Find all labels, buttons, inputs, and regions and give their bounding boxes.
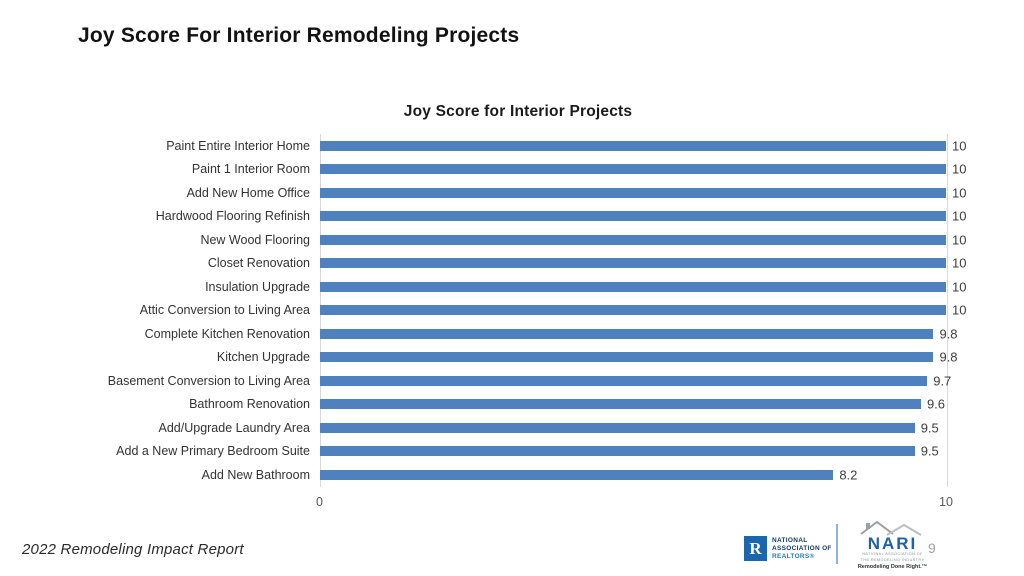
category-label: Paint 1 Interior Room <box>191 162 310 177</box>
x-axis-tick-0: 0 <box>316 495 323 509</box>
bar <box>320 187 946 198</box>
bar-track: 10 <box>320 275 1020 299</box>
chart-rows: Paint Entire Interior Home 10 Paint 1 Inte… <box>0 134 1024 487</box>
bar <box>320 234 946 245</box>
nari-tagline: Remodeling Done Right.™ <box>857 564 928 571</box>
bar-track: 9.5 <box>320 416 1020 440</box>
bar-value-label: 9.5 <box>920 420 939 436</box>
bar-track: 10 <box>320 299 1020 323</box>
bar-value-label: 9.8 <box>939 349 958 365</box>
bar-value-label: 10 <box>952 255 967 271</box>
chart-row: Closet Renovation 10 <box>0 252 1024 276</box>
chart-row: Bathroom Renovation 9.6 <box>0 393 1024 417</box>
bar-value-label: 10 <box>952 138 967 154</box>
chart-row: Paint 1 Interior Room 10 <box>0 158 1024 182</box>
logo-divider <box>836 524 838 564</box>
bar-track: 10 <box>320 158 1020 182</box>
chart-row: Insulation Upgrade 10 <box>0 275 1024 299</box>
bar-value-label: 10 <box>952 302 967 318</box>
bar-track: 10 <box>320 181 1020 205</box>
x-axis: 0 10 <box>0 495 1024 515</box>
bar-value-label: 10 <box>952 232 967 248</box>
nari-logo: NARI NATIONAL ASSOCIATION OF THE REMODEL… <box>855 519 930 570</box>
nari-sub-line-1: NATIONAL ASSOCIATION OF <box>862 552 923 556</box>
chart-row: Add New Home Office 10 <box>0 181 1024 205</box>
bar <box>320 258 946 268</box>
bar-value-label: 10 <box>952 208 967 224</box>
chart-row: Basement Conversion to Living Area 9.7 <box>0 369 1024 393</box>
category-label: Bathroom Renovation <box>189 397 310 412</box>
nar-realtor-r-icon: R <box>744 536 767 561</box>
bar-value-label: 10 <box>952 161 967 177</box>
category-label: New Wood Flooring <box>200 232 310 247</box>
page-number: 9 <box>928 540 936 556</box>
category-label: Complete Kitchen Renovation <box>144 326 310 341</box>
nari-sub-line-2: THE REMODELING INDUSTRY <box>860 557 925 562</box>
chart-row: Add/Upgrade Laundry Area 9.5 <box>0 416 1024 440</box>
chart-row: Attic Conversion to Living Area 10 <box>0 299 1024 323</box>
bar-track: 9.5 <box>320 440 1020 464</box>
bar <box>320 305 946 315</box>
chart-row: Add New Bathroom 8.2 <box>0 463 1024 487</box>
category-label: Hardwood Flooring Refinish <box>155 209 310 224</box>
bar-value-label: 9.7 <box>933 373 952 389</box>
bar <box>320 140 946 151</box>
report-title-footer: 2022 Remodeling Impact Report <box>22 541 244 558</box>
bar-value-label: 10 <box>952 279 967 295</box>
chart-row: Paint Entire Interior Home 10 <box>0 134 1024 158</box>
category-label: Basement Conversion to Living Area <box>107 373 310 388</box>
nar-logo: R NATIONAL ASSOCIATION OF REALTORS® <box>744 536 832 561</box>
bar <box>320 446 915 456</box>
nar-logo-text: NATIONAL ASSOCIATION OF REALTORS® <box>772 536 832 561</box>
bar <box>320 469 834 480</box>
bar-track: 10 <box>320 228 1020 252</box>
bar-value-label: 9.8 <box>939 326 958 342</box>
category-label: Insulation Upgrade <box>205 279 310 294</box>
bar-track: 9.6 <box>320 393 1020 417</box>
x-axis-tick-10: 10 <box>939 495 953 509</box>
bar <box>320 352 934 362</box>
bar-value-label: 9.6 <box>926 396 946 412</box>
category-label: Paint Entire Interior Home <box>166 138 310 153</box>
category-label: Add/Upgrade Laundry Area <box>158 420 311 435</box>
bar <box>320 399 921 409</box>
nar-line-1: NATIONAL <box>772 537 808 544</box>
page-title: Joy Score For Interior Remodeling Projec… <box>78 24 520 47</box>
category-label: Attic Conversion to Living Area <box>139 303 310 318</box>
bar-track: 9.7 <box>320 369 1020 393</box>
category-label: Add a New Primary Bedroom Suite <box>116 444 310 459</box>
bar-track: 9.8 <box>320 322 1020 346</box>
nar-line-3: REALTORS® <box>772 553 815 561</box>
chart-row: Complete Kitchen Renovation 9.8 <box>0 322 1024 346</box>
bar-track: 10 <box>320 205 1020 229</box>
category-label: Add New Home Office <box>186 185 310 200</box>
bar <box>320 281 946 292</box>
bar <box>320 164 946 174</box>
bar-track: 9.8 <box>320 346 1020 370</box>
bar-track: 10 <box>320 252 1020 276</box>
nar-line-2: ASSOCIATION OF <box>772 545 832 553</box>
bar-value-label: 9.5 <box>920 443 939 459</box>
chart-row: Add a New Primary Bedroom Suite 9.5 <box>0 440 1024 464</box>
bar <box>320 328 934 339</box>
nari-roof-icon <box>859 520 922 536</box>
chart-row: Hardwood Flooring Refinish 10 <box>0 205 1024 229</box>
chart-title: Joy Score for Interior Projects <box>403 103 633 120</box>
nari-wordmark: NARI <box>867 534 918 553</box>
bar <box>320 422 915 433</box>
bar-track: 8.2 <box>320 463 1020 487</box>
bar <box>320 211 946 221</box>
bar-track: 10 <box>320 134 1020 158</box>
category-label: Closet Renovation <box>207 256 310 271</box>
bar-chart: Paint Entire Interior Home 10 Paint 1 Inte… <box>0 134 1024 487</box>
bar <box>320 375 928 386</box>
category-label: Kitchen Upgrade <box>216 350 310 365</box>
chart-row: Kitchen Upgrade 9.8 <box>0 346 1024 370</box>
category-label: Add New Bathroom <box>201 467 310 482</box>
bar-value-label: 8.2 <box>839 467 858 483</box>
bar-value-label: 10 <box>952 185 967 201</box>
chart-row: New Wood Flooring 10 <box>0 228 1024 252</box>
